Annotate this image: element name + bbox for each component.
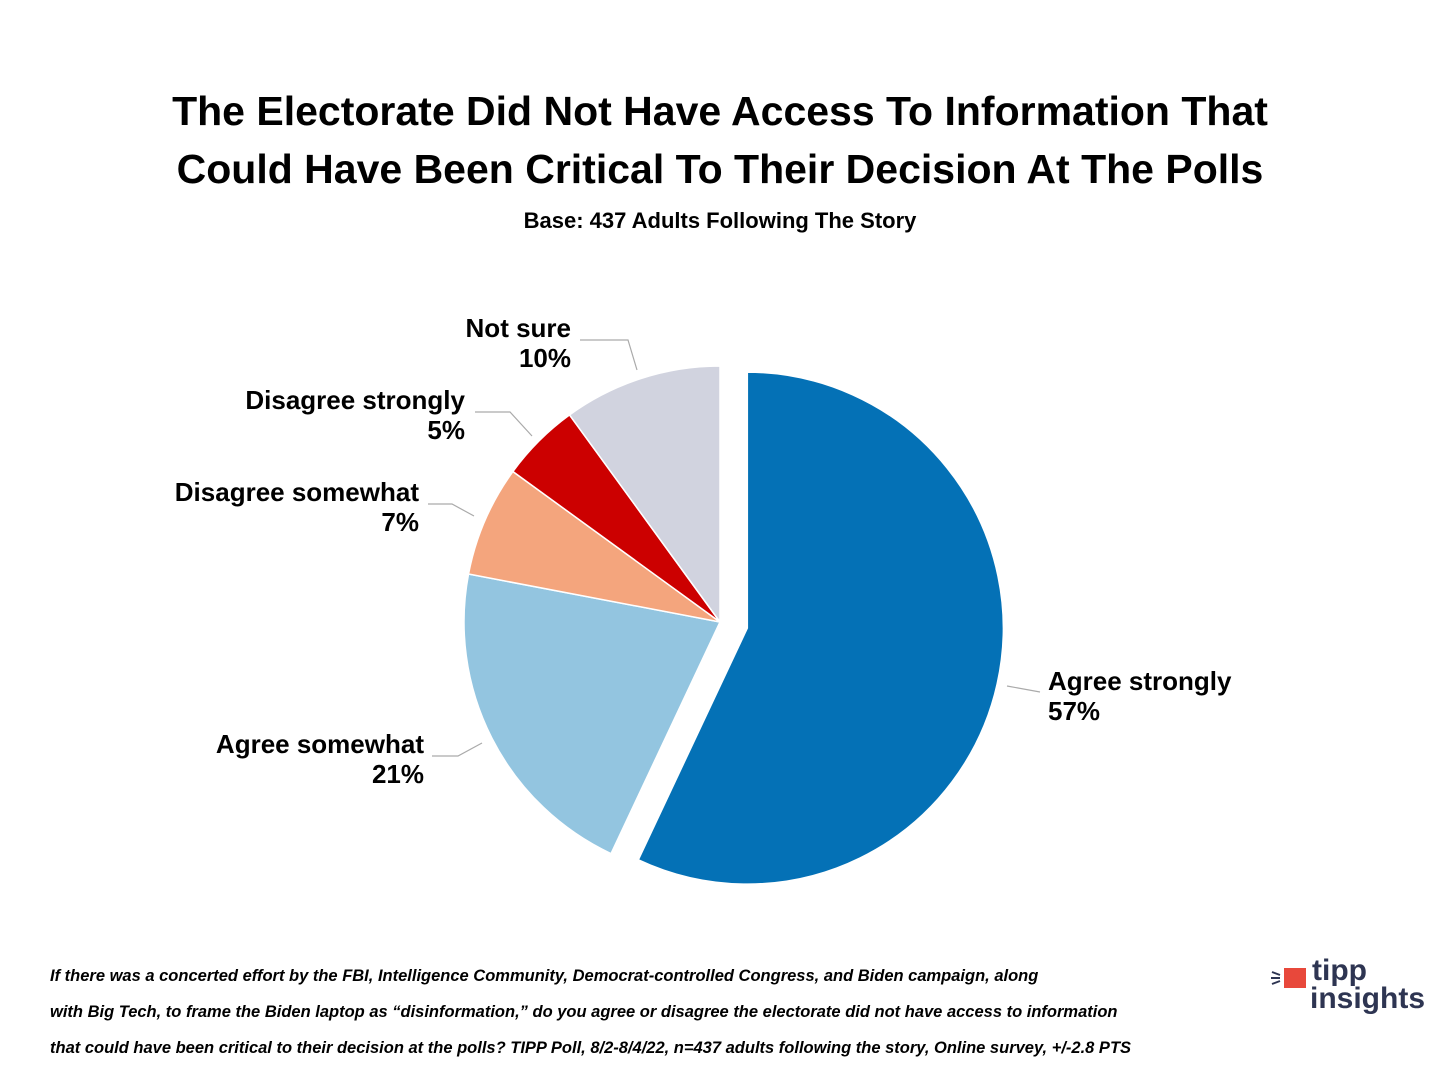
- pie-slice-agree-somewhat: [463, 573, 722, 855]
- footnote-line-3: that could have been critical to their d…: [50, 1039, 1132, 1057]
- label-agree-strongly: Agree strongly 57%: [1048, 666, 1232, 726]
- footnote-line-1: If there was a concerted effort by the F…: [50, 967, 1039, 985]
- chart-subtitle: Base: 437 Adults Following The Story: [523, 208, 917, 233]
- chart-title-line-2: Could Have Been Critical To Their Decisi…: [176, 146, 1264, 192]
- chart-title-line-1: The Electorate Did Not Have Access To In…: [172, 88, 1268, 134]
- leader-line-disagree-somewhat: [428, 503, 475, 517]
- pie-slice-disagree-somewhat: [467, 470, 721, 623]
- leader-line-agree-strongly: [1006, 685, 1041, 693]
- label-disagree-somewhat: Disagree somewhat 7%: [174, 477, 419, 537]
- leader-line-not-sure: [580, 339, 638, 371]
- label-agree-somewhat: Agree somewhat 21%: [215, 729, 424, 789]
- pie-slice-not-sure: [568, 365, 721, 625]
- leader-line-agree-somewhat: [432, 742, 483, 757]
- footnote-line-2: with Big Tech, to frame the Biden laptop…: [50, 1003, 1118, 1021]
- logo-text-tipp: tipp: [1312, 954, 1367, 987]
- pie-slice-agree-strongly: [637, 371, 1005, 885]
- label-disagree-strongly: Disagree strongly 5%: [245, 385, 465, 445]
- label-not-sure: Not sure 10%: [465, 313, 571, 373]
- logo-megaphone-icon: [1271, 968, 1306, 988]
- logo-text-insights: insights: [1310, 982, 1426, 1015]
- footnote: If there was a concerted effort by the F…: [50, 958, 1131, 1066]
- chart-title: The Electorate Did Not Have Access To In…: [0, 82, 1440, 198]
- tipp-insights-logo: tipp insights: [1270, 954, 1430, 1020]
- leader-line-disagree-strongly: [475, 411, 533, 437]
